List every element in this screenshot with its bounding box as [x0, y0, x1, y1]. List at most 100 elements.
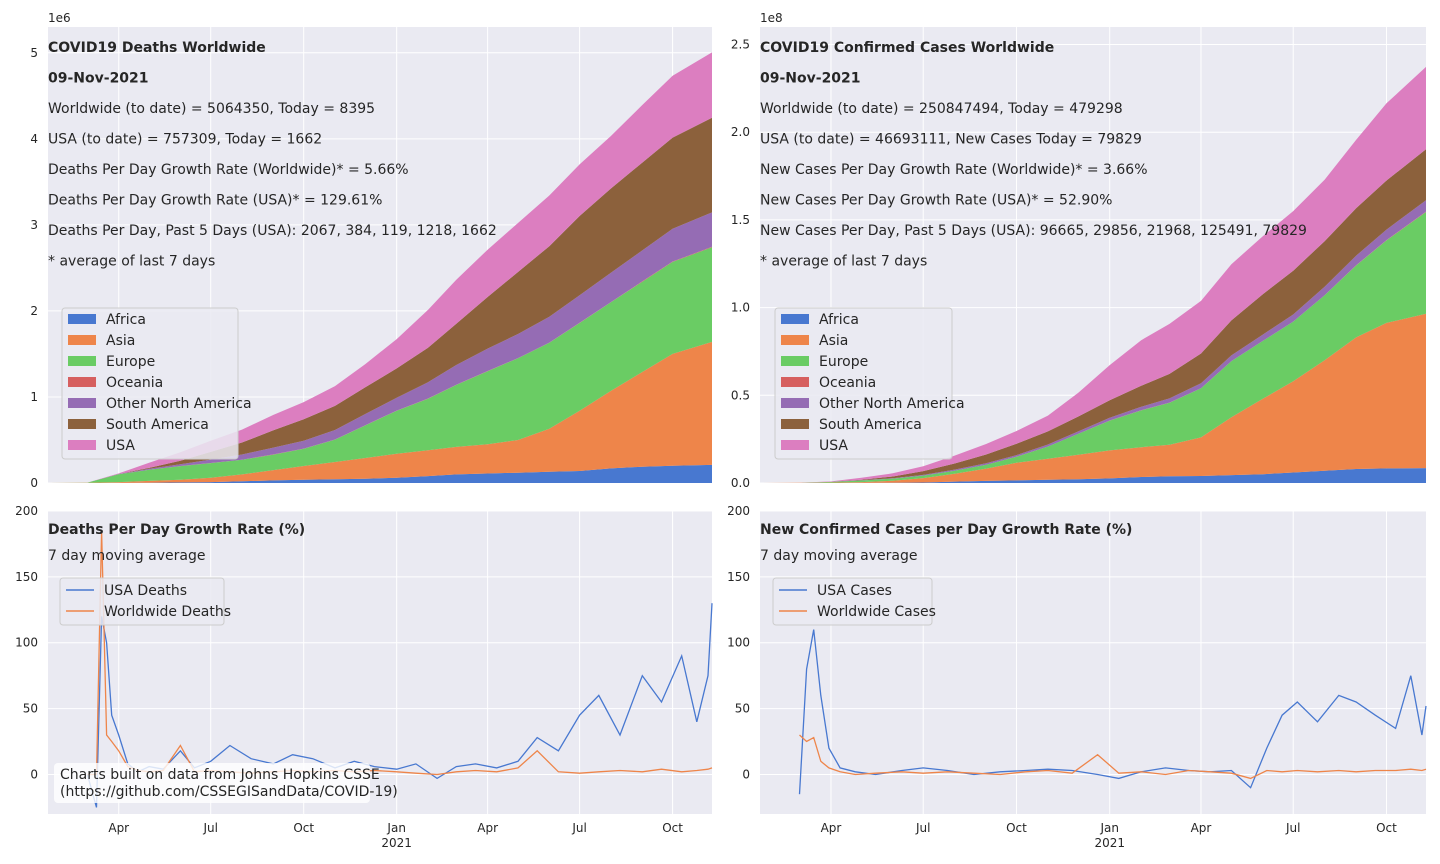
area-south-america: [760, 149, 1426, 484]
area-asia: [760, 313, 1426, 483]
legend: Africa Asia Europe Oceania Other North Ameri…: [774, 307, 965, 460]
legend-label: Other North America: [819, 396, 965, 412]
x-tick-label: Jul: [1285, 821, 1300, 835]
legend-swatch: [68, 314, 96, 324]
legend-swatch: [68, 356, 96, 366]
legend-label: Worldwide Deaths: [104, 604, 231, 620]
legend-swatch: [781, 440, 809, 450]
legend-label: USA: [819, 438, 848, 454]
annotation-line: USA (to date) = 757309, Today = 1662: [48, 132, 322, 148]
x-tick-label: Jan: [1099, 821, 1119, 835]
annotation-line: 7 day moving average: [760, 548, 917, 564]
x-tick-label: Jul: [571, 821, 586, 835]
legend-label: South America: [819, 417, 922, 433]
annotation-text: Deaths Per Day Growth Rate (%) 7 day movi…: [48, 522, 305, 564]
stacked-areas: [48, 52, 712, 484]
x-tick-label: Oct: [293, 821, 314, 835]
annotation-text: COVID19 Deaths Worldwide 09-Nov-2021 World…: [48, 40, 497, 270]
area-usa: [760, 66, 1426, 484]
legend-swatch: [781, 314, 809, 324]
y-tick-label: 2.0: [731, 125, 750, 139]
y-tick-label: 200: [727, 504, 750, 518]
area-other-north-america: [760, 200, 1426, 483]
legend-label: Asia: [819, 333, 848, 349]
line-usa-cases: [798, 629, 1427, 795]
x-tick-labels: Apr Jul Oct Jan Apr Jul Oct 2021: [821, 821, 1398, 850]
annotation-line: * average of last 7 days: [48, 254, 215, 270]
grid-lines: [760, 510, 1426, 814]
annotation-line: New Cases Per Day Growth Rate (USA)* = 5…: [760, 193, 1112, 209]
line-worldwide-cases: [799, 734, 1427, 780]
y-offset-label: 1e6: [48, 11, 71, 25]
legend: USA Cases Worldwide Cases: [772, 577, 936, 626]
annotation-line: COVID19 Confirmed Cases Worldwide: [760, 40, 1054, 56]
x-tick-label: Jul: [915, 821, 930, 835]
y-tick-label: 150: [15, 570, 38, 584]
stacked-areas: [760, 66, 1426, 484]
cases-cumulative-panel: 0.0 0.5 1.0 1.5 2.0 2.5 1e8 COVID19 Confirmed…: [731, 11, 1426, 490]
legend-swatch: [68, 440, 96, 450]
y-tick-label: 0: [30, 767, 38, 781]
legend-swatch: [781, 356, 809, 366]
annotation-line: New Cases Per Day Growth Rate (Worldwide…: [760, 162, 1148, 178]
y-tick-label: 1: [30, 390, 38, 404]
area-africa: [760, 468, 1426, 483]
legend-swatch: [68, 398, 96, 408]
y-tick-label: 200: [15, 504, 38, 518]
annotation-line: Worldwide (to date) = 5064350, Today = 8…: [48, 101, 375, 117]
legend-swatch: [781, 377, 809, 387]
footnote-line-2: (https://github.com/CSSEGISandData/COVID…: [60, 784, 398, 800]
legend-label: Other North America: [106, 396, 252, 412]
y-tick-labels: 0 1 2 3 4 5: [30, 46, 38, 490]
y-tick-label: 1.0: [731, 301, 750, 315]
legend-label: Africa: [106, 312, 146, 328]
y-tick-labels: 0 50 100 150 200: [15, 504, 38, 781]
x-tick-label: Oct: [1006, 821, 1027, 835]
panel-background: [760, 511, 1426, 814]
legend-swatch: [68, 335, 96, 345]
legend-swatch: [781, 419, 809, 429]
y-tick-label: 0.0: [731, 476, 750, 490]
y-tick-label: 50: [735, 702, 750, 716]
x-tick-label: Apr: [108, 821, 129, 835]
legend-box: [772, 577, 933, 626]
legend-box: [61, 307, 239, 460]
annotation-text: New Confirmed Cases per Day Growth Rate …: [760, 522, 1132, 564]
annotation-line: Worldwide (to date) = 250847494, Today =…: [760, 101, 1123, 117]
annotation-line: New Confirmed Cases per Day Growth Rate …: [760, 522, 1132, 538]
area-asia: [48, 341, 712, 483]
annotation-line: Deaths Per Day Growth Rate (%): [48, 522, 305, 538]
x-year-label: 2021: [1094, 836, 1125, 850]
deaths-cumulative-panel: 0 1 2 3 4 5 1e6 COVID19 Deaths Worldwide 09-No…: [30, 11, 712, 490]
annotation-line: Deaths Per Day Growth Rate (Worldwide)* …: [48, 162, 409, 178]
legend: USA Deaths Worldwide Deaths: [59, 577, 231, 626]
annotation-line: * average of last 7 days: [760, 254, 927, 270]
legend-label: Oceania: [819, 375, 876, 391]
annotation-text: COVID19 Confirmed Cases Worldwide 09-Nov-…: [760, 40, 1307, 270]
y-tick-label: 5: [30, 46, 38, 60]
legend-label: USA Deaths: [104, 583, 187, 599]
y-tick-label: 50: [23, 702, 38, 716]
x-tick-label: Oct: [1376, 821, 1397, 835]
y-tick-labels: 0.0 0.5 1.0 1.5 2.0 2.5: [731, 38, 750, 490]
y-offset-label: 1e8: [760, 11, 783, 25]
x-tick-label: Oct: [662, 821, 683, 835]
x-tick-label: Apr: [1191, 821, 1212, 835]
legend-swatch: [781, 398, 809, 408]
legend-swatch: [781, 335, 809, 345]
footnote: Charts built on data from Johns Hopkins …: [54, 763, 398, 803]
legend-label: Asia: [106, 333, 135, 349]
x-year-label: 2021: [381, 836, 412, 850]
legend-box: [774, 307, 953, 460]
legend-box: [59, 577, 225, 626]
annotation-line: New Cases Per Day, Past 5 Days (USA): 96…: [760, 223, 1307, 239]
area-europe: [760, 212, 1426, 483]
deaths-growth-panel: 0 50 100 150 200 Apr Jul Oct Jan Apr Jul Oct 2021 D…: [15, 504, 713, 850]
annotation-line: USA (to date) = 46693111, New Cases Toda…: [760, 132, 1142, 148]
y-tick-label: 150: [727, 570, 750, 584]
y-tick-label: 2.5: [731, 38, 750, 52]
y-tick-labels: 0 50 100 150 200: [727, 504, 750, 781]
legend-swatch: [68, 419, 96, 429]
y-tick-label: 100: [15, 636, 38, 650]
